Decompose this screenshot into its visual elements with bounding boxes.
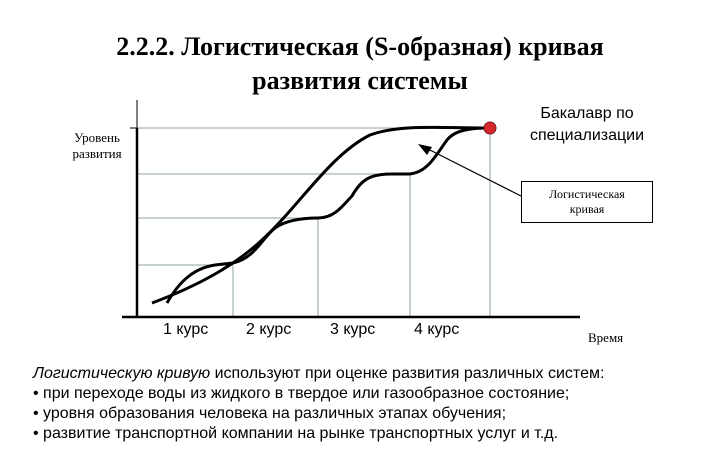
callout-bachelor: Бакалавр по специализации — [512, 103, 662, 147]
title-line-2: развития системы — [252, 66, 468, 95]
description-intro: Логистическую кривую используют при оцен… — [33, 364, 703, 384]
y-axis-label-line-2: развития — [72, 146, 122, 161]
y-axis-label-line-1: Уровень — [74, 130, 120, 145]
course-label-3: 3 курс — [330, 321, 376, 338]
page-title: 2.2.2. Логистическая (S-образная) кривая… — [0, 30, 720, 98]
callout-bachelor-line-2: специализации — [529, 127, 645, 144]
callout-logistic-line-2: кривая — [569, 202, 605, 216]
callout-arrow — [421, 145, 522, 197]
callout-logistic-line-1: Логистическая — [549, 187, 625, 201]
bullet-item-1: • при переходе воды из жидкого в твердое… — [33, 385, 570, 402]
bullet-item-3: • развитие транспортной компании на рынк… — [33, 425, 559, 442]
description-intro-rest: используют при оценке развития различных… — [210, 365, 605, 382]
callout-arrowhead — [418, 144, 432, 155]
y-axis-label: Уровень развития — [60, 130, 134, 162]
description-text: Логистическую кривую используют при оцен… — [33, 364, 703, 444]
description-intro-emphasis: Логистическую кривую — [33, 365, 211, 382]
title-line-1: 2.2.2. Логистическая (S-образная) кривая — [116, 32, 604, 61]
logistic-curve-smooth — [151, 125, 491, 305]
course-label-4: 4 курс — [414, 321, 460, 338]
bullet-item-2: • уровня образования человека на различн… — [33, 405, 507, 422]
stepped-course-curve — [165, 126, 491, 304]
callout-logistic-box: Логистическая кривая — [521, 181, 653, 223]
callout-bachelor-line-1: Бакалавр по — [540, 105, 634, 122]
course-label-1: 1 курс — [163, 321, 209, 338]
x-axis-label: Время — [588, 330, 624, 345]
bachelor-endpoint-marker — [483, 121, 497, 135]
course-label-2: 2 курс — [246, 321, 292, 338]
